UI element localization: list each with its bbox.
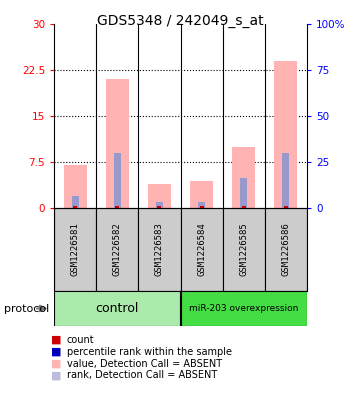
Bar bbox=[282, 153, 290, 208]
Bar bbox=[240, 178, 247, 208]
Bar bbox=[96, 208, 138, 291]
Text: control: control bbox=[96, 302, 139, 315]
Bar bbox=[71, 196, 79, 208]
Bar bbox=[54, 208, 96, 291]
Text: GSM1226584: GSM1226584 bbox=[197, 223, 206, 276]
Text: GSM1226583: GSM1226583 bbox=[155, 223, 164, 276]
Text: protocol: protocol bbox=[4, 303, 49, 314]
Bar bbox=[265, 208, 307, 291]
Text: GSM1226585: GSM1226585 bbox=[239, 223, 248, 276]
Bar bbox=[180, 208, 223, 291]
Text: ■: ■ bbox=[51, 335, 61, 345]
Text: miR-203 overexpression: miR-203 overexpression bbox=[189, 304, 298, 313]
Bar bbox=[180, 291, 307, 326]
Text: GSM1226586: GSM1226586 bbox=[281, 223, 290, 276]
Bar bbox=[190, 181, 213, 208]
Bar bbox=[54, 291, 180, 326]
Bar bbox=[223, 208, 265, 291]
Text: value, Detection Call = ABSENT: value, Detection Call = ABSENT bbox=[67, 358, 222, 369]
Text: percentile rank within the sample: percentile rank within the sample bbox=[67, 347, 232, 357]
Text: GSM1226582: GSM1226582 bbox=[113, 223, 122, 276]
Text: GSM1226581: GSM1226581 bbox=[71, 223, 80, 276]
Bar bbox=[198, 202, 205, 208]
Text: GDS5348 / 242049_s_at: GDS5348 / 242049_s_at bbox=[97, 14, 264, 28]
Text: ■: ■ bbox=[51, 370, 61, 380]
Text: rank, Detection Call = ABSENT: rank, Detection Call = ABSENT bbox=[67, 370, 217, 380]
Bar bbox=[138, 208, 180, 291]
Text: ■: ■ bbox=[51, 358, 61, 369]
Bar bbox=[106, 79, 129, 208]
Text: count: count bbox=[67, 335, 95, 345]
Bar bbox=[148, 184, 171, 208]
Bar bbox=[114, 153, 121, 208]
Bar bbox=[274, 61, 297, 208]
Bar bbox=[64, 165, 87, 208]
Bar bbox=[232, 147, 255, 208]
Text: ■: ■ bbox=[51, 347, 61, 357]
Bar bbox=[156, 202, 163, 208]
